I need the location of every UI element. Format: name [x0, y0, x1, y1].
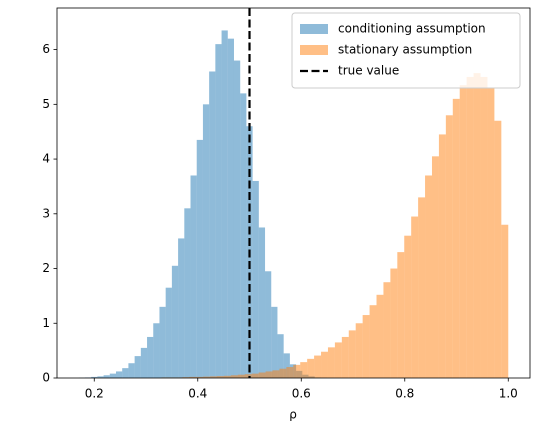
histogram-bar — [370, 305, 377, 378]
histogram-bar — [234, 61, 240, 378]
histogram-bar — [494, 121, 501, 378]
histogram-bar — [328, 347, 335, 378]
histogram-bar — [253, 181, 259, 378]
histogram-bar — [172, 266, 178, 378]
histogram-bar — [307, 359, 314, 378]
legend-label: stationary assumption — [338, 43, 472, 57]
histogram-bar — [439, 134, 446, 378]
histogram-bar — [411, 217, 418, 378]
histogram-bar — [363, 315, 370, 378]
histogram-bar — [271, 307, 277, 378]
legend-swatch — [300, 45, 328, 55]
histogram-bar — [390, 269, 397, 378]
histogram-bar — [279, 369, 286, 378]
histogram-bar — [481, 77, 488, 378]
histogram-bar — [231, 375, 238, 378]
histogram-bar — [356, 323, 363, 378]
histogram-bar — [425, 175, 432, 378]
x-tick-label: 0.4 — [188, 387, 207, 401]
histogram-bar — [153, 323, 159, 378]
histogram-bar — [272, 370, 279, 378]
histogram-bar — [383, 282, 390, 378]
histogram-bar — [446, 115, 453, 378]
histogram-bar — [286, 367, 293, 378]
histogram-bar — [135, 356, 141, 378]
y-tick-label: 6 — [42, 42, 50, 56]
x-tick-label: 0.2 — [85, 387, 104, 401]
histogram-bar — [191, 175, 197, 378]
histogram-bar — [141, 348, 147, 378]
histogram-bar — [259, 227, 265, 378]
histogram-bar — [453, 99, 460, 378]
histogram-bar — [104, 375, 110, 378]
histogram-bar — [245, 374, 252, 378]
histogram-bar — [259, 373, 266, 378]
histogram-bar — [197, 140, 203, 378]
histogram-bar — [166, 288, 172, 378]
histogram-bar — [265, 271, 271, 378]
histogram-bar — [238, 375, 245, 378]
histogram-bar — [184, 208, 190, 378]
histogram-bar — [110, 374, 116, 378]
legend-label: true value — [338, 64, 399, 78]
histogram-bar — [432, 156, 439, 378]
y-tick-label: 5 — [42, 97, 50, 111]
histogram-bar — [501, 225, 508, 378]
histogram-bar — [349, 330, 356, 378]
histogram-bar — [314, 356, 321, 378]
histogram-bar — [222, 30, 228, 378]
x-axis-label: ρ — [289, 408, 297, 422]
histogram-bar — [460, 85, 467, 378]
histogram-bar — [335, 342, 342, 378]
y-tick-label: 0 — [42, 371, 50, 385]
histogram-bar — [474, 73, 481, 378]
histogram-bar — [159, 307, 165, 378]
y-tick-label: 4 — [42, 152, 50, 166]
legend-label: conditioning assumption — [338, 22, 486, 36]
histogram-bar — [147, 337, 153, 378]
histogram-bar — [321, 352, 328, 378]
histogram-bar — [300, 362, 307, 378]
x-tick-label: 0.6 — [292, 387, 311, 401]
y-tick-label: 2 — [42, 261, 50, 275]
histogram-bar — [342, 337, 349, 378]
histogram-bar — [404, 236, 411, 378]
histogram-bar — [397, 252, 404, 378]
histogram-bar — [215, 44, 221, 378]
histogram-bar — [377, 295, 384, 378]
histogram-bar — [467, 77, 474, 378]
histogram-bar — [228, 39, 234, 378]
histogram-bar — [240, 93, 246, 378]
histogram-bar — [252, 374, 259, 378]
histogram-bar — [122, 368, 128, 378]
histogram-bar — [293, 365, 300, 378]
histogram-bar — [178, 238, 184, 378]
legend-swatch — [300, 24, 328, 34]
y-tick-label: 1 — [42, 316, 50, 330]
histogram-bar — [487, 88, 494, 378]
histogram-bar — [266, 371, 273, 378]
histogram-bar — [116, 371, 122, 378]
histogram-bar — [209, 71, 215, 378]
histogram-bar — [418, 197, 425, 378]
x-tick-label: 0.8 — [395, 387, 414, 401]
y-tick-label: 3 — [42, 206, 50, 220]
x-tick-label: 1.0 — [499, 387, 518, 401]
histogram-bar — [128, 363, 134, 378]
histogram-bar — [203, 104, 209, 378]
legend: conditioning assumption stationary assump… — [292, 13, 520, 88]
